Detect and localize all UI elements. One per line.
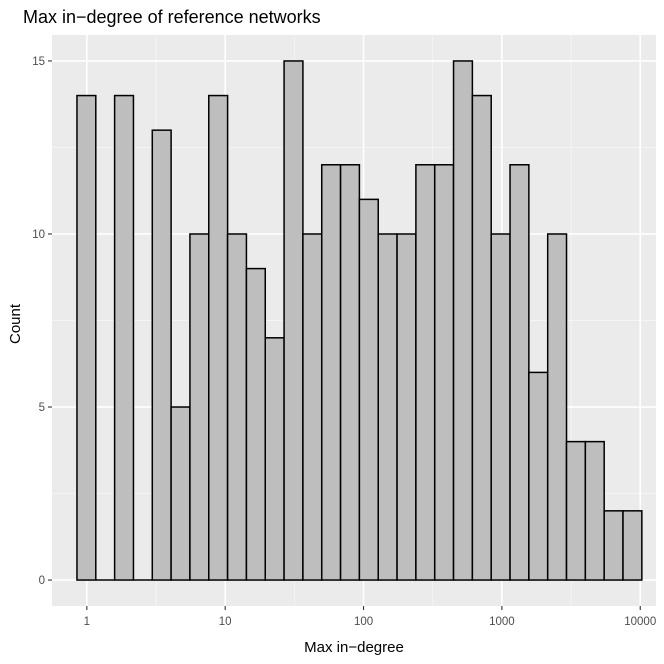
histogram-bar: [622, 510, 643, 581]
x-tick-label: 100: [354, 616, 373, 628]
y-tick-label: 10: [32, 229, 45, 241]
histogram-bar: [245, 267, 267, 581]
histogram-bar: [415, 164, 436, 581]
histogram-bar: [339, 164, 361, 581]
histogram-bar: [471, 94, 492, 581]
histogram-bar: [433, 164, 455, 581]
x-tick-label: 10: [219, 616, 232, 628]
histogram-bar: [170, 406, 191, 581]
histogram-bar: [490, 233, 511, 581]
y-axis-ticks: 0 5 10 15: [32, 56, 52, 587]
histogram-bar: [151, 129, 172, 581]
y-axis-label: Count: [7, 303, 24, 344]
histogram-bar: [113, 94, 135, 581]
histogram-bar: [546, 233, 568, 581]
histogram-bar: [528, 371, 549, 581]
y-tick-label: 15: [32, 56, 45, 68]
histogram-bar: [283, 60, 304, 581]
histogram-bar: [320, 164, 342, 581]
histogram-bar: [603, 510, 624, 581]
x-tick-label: 1000: [489, 616, 515, 628]
histogram-bar: [208, 94, 229, 581]
histogram-bar: [226, 233, 248, 581]
histogram-bar: [377, 233, 398, 581]
histogram-bar: [358, 198, 379, 581]
histogram-bar: [264, 337, 285, 581]
y-tick-label: 5: [39, 402, 45, 414]
chart-title: Max in−degree of reference networks: [23, 7, 321, 27]
histogram-bars: [76, 60, 643, 581]
x-axis-ticks: 1 10 100 1000 10000: [84, 606, 656, 628]
histogram-bar: [189, 233, 210, 581]
histogram-bar: [565, 440, 587, 581]
histogram-bar: [452, 60, 474, 581]
histogram-bar: [396, 233, 417, 581]
histogram-bar: [509, 164, 530, 581]
histogram-bar: [302, 233, 323, 581]
histogram-bar: [76, 94, 97, 581]
x-axis-label: Max in−degree: [304, 639, 404, 656]
x-tick-label: 10000: [624, 616, 656, 628]
x-tick-label: 1: [84, 616, 90, 628]
y-tick-label: 0: [39, 575, 45, 587]
histogram-bar: [584, 440, 605, 581]
